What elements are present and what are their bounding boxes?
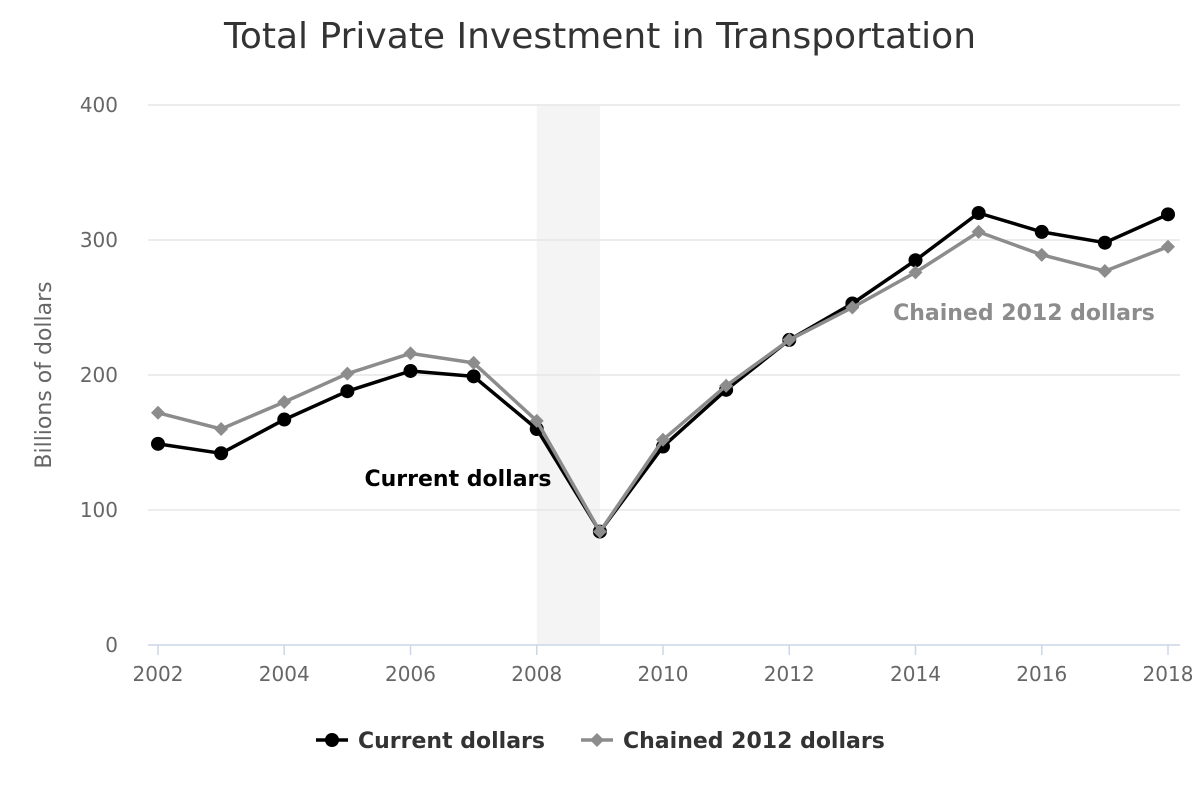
- series-layer: [151, 206, 1175, 539]
- series-line: [157, 230, 1169, 534]
- data-point: [971, 206, 986, 220]
- y-tick-label: 100: [80, 498, 118, 522]
- data-point: [656, 432, 670, 447]
- data-point: [1161, 239, 1175, 254]
- chart-title: Total Private Investment in Transportati…: [223, 16, 976, 57]
- data-point: [466, 355, 481, 370]
- annotations: Current dollars Chained 2012 dollars: [365, 301, 1155, 492]
- data-point: [908, 265, 923, 280]
- data-point: [1034, 247, 1049, 262]
- series-annotation: Chained 2012 dollars: [893, 301, 1155, 326]
- y-tick-label: 300: [80, 228, 118, 252]
- data-point: [1097, 235, 1112, 250]
- data-point: [1034, 224, 1049, 239]
- legend-label: Chained 2012 dollars: [623, 729, 885, 754]
- x-axis: 2002 2004 2006 2008 2010 2012 2014 2016 2018: [133, 644, 1194, 686]
- data-point: [277, 395, 292, 409]
- legend-marker: [590, 733, 604, 747]
- data-point: [403, 363, 418, 378]
- legend-item: Current dollars: [316, 729, 545, 754]
- data-point: [845, 300, 860, 315]
- data-point: [592, 524, 607, 539]
- data-point: [340, 384, 355, 399]
- x-tick-label: 2006: [385, 662, 436, 686]
- legend: Current dollars Chained 2012 dollars: [316, 729, 885, 754]
- data-point: [277, 412, 292, 427]
- x-tick-label: 2012: [764, 662, 815, 686]
- x-tick-label: 2008: [511, 662, 562, 686]
- legend-item: Chained 2012 dollars: [581, 729, 885, 754]
- data-point: [529, 413, 544, 428]
- x-tick-label: 2018: [1143, 662, 1194, 686]
- series-1: [151, 224, 1175, 539]
- data-point: [340, 366, 355, 381]
- data-point: [214, 422, 229, 436]
- x-tick-label: 2014: [890, 662, 941, 686]
- series-annotation: Current dollars: [365, 467, 552, 492]
- x-tick-label: 2010: [638, 662, 689, 686]
- x-tick-label: 2002: [133, 662, 184, 686]
- y-axis-title: Billions of dollars: [32, 281, 57, 468]
- data-point: [719, 378, 734, 393]
- data-point: [782, 332, 797, 347]
- data-point: [1097, 264, 1112, 279]
- y-tick-label: 0: [105, 633, 118, 657]
- data-point: [908, 253, 923, 268]
- x-tick-label: 2004: [259, 662, 310, 686]
- legend-marker: [325, 733, 339, 747]
- data-point: [403, 346, 418, 361]
- series-line: [157, 211, 1169, 534]
- data-point: [971, 224, 986, 239]
- x-tick-label: 2016: [1016, 662, 1067, 686]
- data-point: [466, 369, 481, 384]
- gridlines: 0 100 200 300 400: [80, 93, 1180, 657]
- legend-label: Current dollars: [358, 729, 545, 754]
- y-tick-label: 400: [80, 93, 118, 117]
- data-point: [151, 436, 165, 451]
- series-0: [151, 206, 1175, 539]
- data-point: [214, 446, 229, 461]
- data-point: [151, 405, 165, 420]
- data-point: [1161, 207, 1175, 222]
- y-tick-label: 200: [80, 363, 118, 387]
